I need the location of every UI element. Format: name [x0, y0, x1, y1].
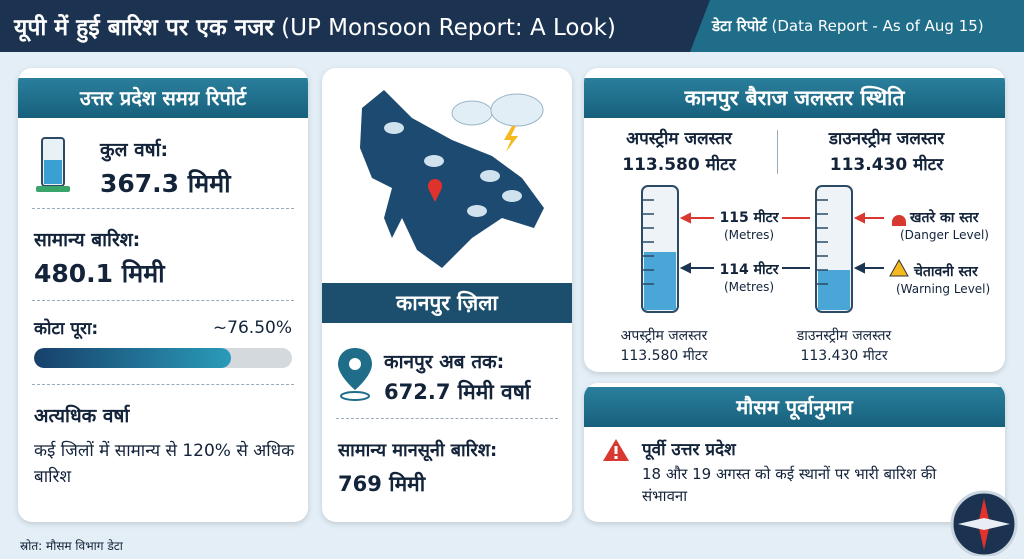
so-far-label: कानपुर अब तक: — [384, 351, 505, 373]
state-title: उत्तर प्रदेश समग्र रिपोर्ट — [18, 78, 308, 118]
district-normal-label: सामान्य मानसूनी बारिश: — [338, 440, 498, 461]
separator — [32, 384, 294, 385]
footer-source: स्रोत: मौसम विभाग डेटा — [20, 539, 123, 553]
downstream-caption: डाउनस्ट्रीम जलस्तर — [796, 328, 892, 344]
upstream-label: अपस्ट्रीम जलस्तर — [626, 129, 732, 149]
district-normal-value: 769 मिमी — [338, 472, 426, 496]
so-far-value: 672.7 मिमी वर्षा — [384, 380, 531, 404]
forecast-title: मौसम पूर्वानुमान — [584, 387, 1005, 427]
divider — [777, 130, 778, 174]
up-map — [360, 90, 544, 268]
gauge-icon — [36, 137, 70, 192]
pin-icon — [338, 348, 372, 401]
danger-note: (Danger Level) — [900, 228, 989, 242]
header-title: यूपी में हुई बारिश पर एक नजर — [14, 15, 274, 41]
level-diagram — [641, 185, 909, 313]
separator — [336, 418, 558, 419]
separator — [32, 208, 294, 209]
barrage-card: कानपुर बैराज जलस्तर स्थिति अपस्ट्रीम जलस… — [584, 68, 1005, 372]
warning-mark: 114 मीटर — [719, 262, 779, 278]
heavy-title: अत्यधिक वर्षा — [34, 405, 130, 427]
downstream-value: 113.430 मीटर — [829, 155, 944, 175]
upstream-caption-value: 113.580 मीटर — [620, 348, 708, 364]
normal-value: 480.1 मिमी — [34, 259, 165, 288]
barrage-title: कानपुर बैराज जलस्तर स्थिति — [584, 78, 1005, 118]
warning-label: चेतावनी स्तर — [914, 264, 978, 280]
badge-title: डेटा रिपोर्ट — [712, 17, 767, 35]
normal-label: सामान्य बारिश: — [34, 229, 141, 251]
state-card: उत्तर प्रदेश समग्र रिपोर्ट कुल वर्षा: 36… — [18, 68, 308, 522]
heavy-text: कई जिलों में सामान्य से 120% से अधिक बार… — [34, 441, 295, 487]
district-title: कानपुर ज़िला — [322, 283, 572, 323]
quota-label: कोटा पूरा: — [34, 319, 99, 339]
header-subtitle: (UP Monsoon Report: A Look) — [281, 15, 616, 41]
header-badge-bg — [690, 0, 1024, 52]
compass-icon — [950, 490, 1018, 556]
forecast-text: 18 और 19 अगस्त को कई स्थानों पर भारी बार… — [642, 465, 937, 505]
district-card: कानपुर ज़िला कानपुर अब तक: 672.7 मिमी वर… — [322, 68, 572, 522]
badge-note: (Data Report - As of Aug 15) — [771, 17, 984, 35]
upstream-value: 113.580 मीटर — [622, 155, 736, 175]
warning-icon — [603, 439, 629, 461]
forecast-card: मौसम पूर्वानुमान पूर्वी उत्तर प्रदेश 18 … — [584, 383, 1005, 522]
danger-mark: 115 मीटर — [719, 210, 779, 226]
total-value: 367.3 मिमी — [100, 169, 231, 198]
quota-bar — [34, 348, 232, 368]
danger-unit: (Metres) — [723, 228, 775, 242]
header-title-row: यूपी में हुई बारिश पर एक नजर (UP Monsoon… — [14, 10, 616, 42]
warning-note: (Warning Level) — [896, 282, 991, 296]
separator — [32, 300, 294, 301]
upstream-caption: अपस्ट्रीम जलस्तर — [620, 328, 708, 344]
total-label: कुल वर्षा: — [100, 139, 169, 161]
quota-value: ~76.50% — [212, 318, 292, 338]
warning-unit: (Metres) — [723, 280, 775, 294]
quota-track — [34, 348, 292, 368]
downstream-caption-value: 113.430 मीटर — [800, 348, 888, 364]
forecast-region: पूर्वी उत्तर प्रदेश — [642, 440, 736, 460]
downstream-label: डाउनस्ट्रीम जलस्तर — [828, 129, 945, 149]
header-badge: डेटा रिपोर्ट (Data Report - As of Aug 15… — [712, 16, 984, 36]
danger-label: खतरे का स्तर — [910, 210, 979, 226]
